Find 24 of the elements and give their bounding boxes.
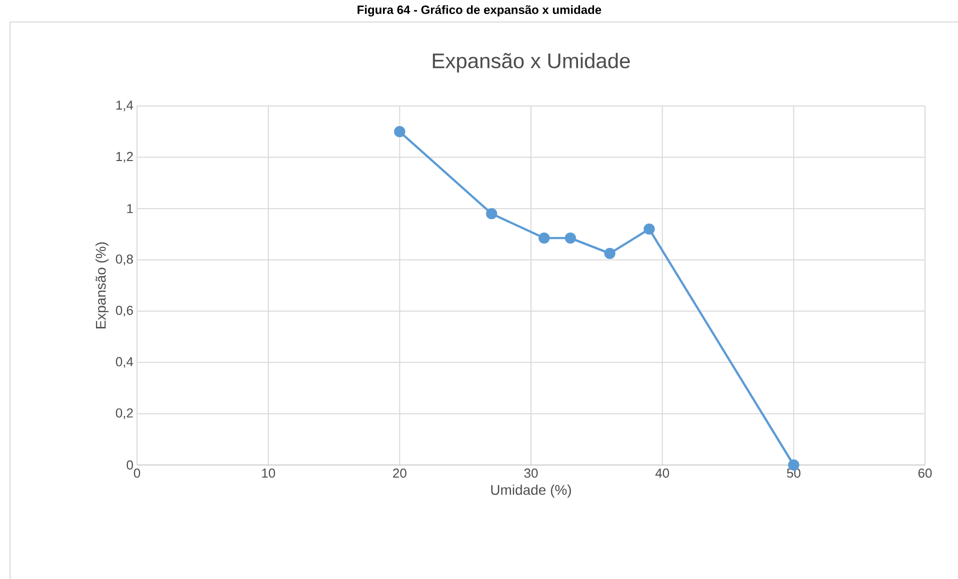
x-tick-label: 10: [262, 468, 276, 478]
point: [538, 232, 550, 244]
point: [644, 223, 655, 235]
point: [394, 126, 406, 138]
x-tick-label: 0: [134, 468, 140, 478]
y-axis-title: Expansão (%): [95, 242, 109, 328]
chart-title: Expansão x Umidade: [432, 52, 630, 72]
y-tick-label: 0,8: [116, 254, 133, 266]
x-tick-label: 20: [393, 468, 406, 478]
x-tick-label: 30: [524, 468, 538, 478]
y-tick-label: 1,2: [116, 152, 133, 163]
y-tick-label: 0,2: [116, 408, 133, 420]
text: Figura 64 - Gráfico de expansão x umidade: [358, 5, 602, 16]
y-tick-label: 0,6: [116, 306, 133, 317]
y-tick-label: 0: [126, 460, 133, 470]
point: [604, 248, 616, 260]
x-tick-label: 40: [655, 468, 670, 478]
point: [486, 208, 498, 220]
y-tick-label: 1,4: [116, 100, 134, 112]
y-tick-label: 0,4: [116, 357, 134, 368]
point: [564, 232, 576, 244]
y-tick-label: 1: [127, 204, 133, 214]
x-axis-title: Umidade (%): [491, 484, 571, 498]
x-tick-label: 60: [918, 468, 932, 478]
